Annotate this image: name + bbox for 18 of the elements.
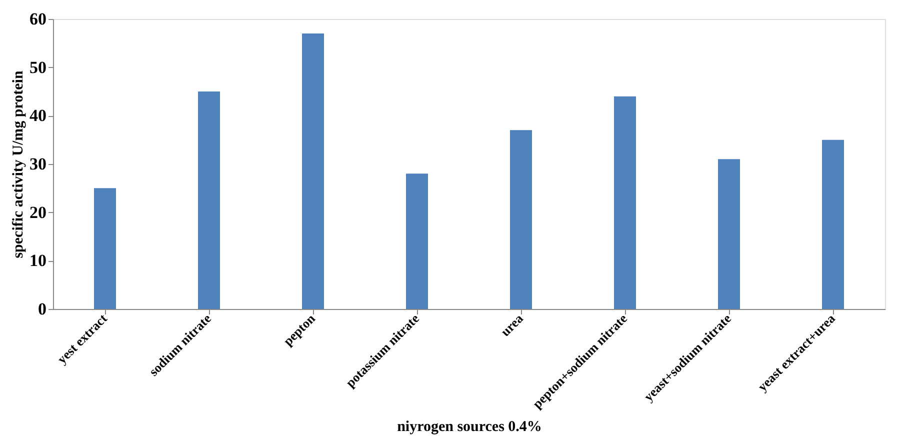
bar (302, 34, 324, 309)
y-tick-label: 60 (30, 10, 46, 28)
y-tick-label: 50 (30, 58, 46, 77)
bar (510, 130, 532, 309)
bar (718, 159, 740, 309)
y-tick-label: 0 (38, 300, 46, 318)
y-tick-label: 40 (30, 106, 46, 126)
bar (822, 140, 844, 309)
x-tick-label: urea (498, 310, 526, 340)
bar (198, 92, 220, 309)
x-axis-title: niyrogen sources 0.4% (397, 419, 542, 436)
bar (614, 96, 636, 309)
y-tick-label: 20 (30, 202, 46, 222)
y-tick-label: 10 (30, 251, 46, 270)
bar (94, 188, 116, 309)
bar (406, 174, 428, 309)
y-tick-label: 30 (30, 154, 46, 174)
y-axis-title: specific activity U/mg protein (10, 70, 26, 258)
